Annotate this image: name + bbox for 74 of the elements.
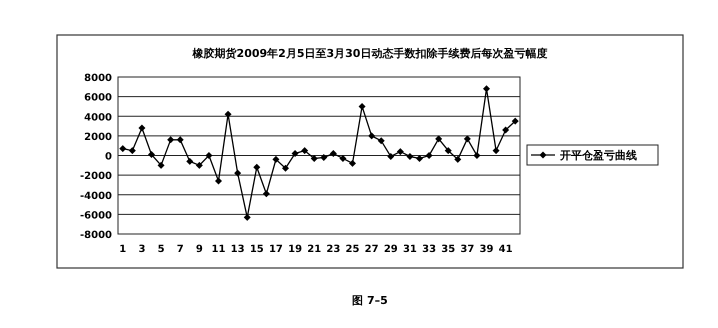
- x-tick-label: 39: [480, 244, 494, 255]
- point: [464, 135, 471, 142]
- point: [512, 118, 519, 125]
- y-tick-label: 8000: [84, 73, 112, 84]
- point: [444, 147, 452, 154]
- point: [167, 136, 174, 144]
- x-tick-label: 9: [196, 244, 203, 255]
- x-tick-label: 3: [138, 244, 146, 255]
- point: [158, 162, 165, 169]
- point: [176, 136, 184, 144]
- point: [435, 135, 442, 142]
- point: [224, 110, 232, 118]
- y-tick-label: -2000: [80, 171, 112, 182]
- point: [483, 85, 490, 92]
- point: [406, 152, 414, 160]
- caption: 图 7–5: [352, 294, 388, 307]
- point: [339, 154, 346, 162]
- point: [368, 132, 376, 140]
- x-tick-label: 19: [288, 244, 302, 255]
- point: [310, 154, 318, 162]
- point: [119, 145, 126, 152]
- x-tick-label: 31: [402, 244, 417, 255]
- point: [292, 150, 299, 158]
- point: [253, 164, 260, 171]
- y-tick-label: -4000: [80, 190, 112, 202]
- x-tick-label: 17: [268, 244, 283, 255]
- point: [387, 152, 394, 160]
- point: [205, 152, 212, 159]
- point: [186, 158, 194, 165]
- point: [396, 148, 404, 156]
- point: [416, 154, 423, 162]
- point: [215, 178, 222, 185]
- point: [330, 150, 337, 158]
- point: [378, 137, 385, 144]
- x-tick-label: 15: [250, 244, 264, 255]
- y-tick-label: 0: [105, 152, 112, 162]
- x-tick-label: 11: [212, 244, 226, 255]
- point: [492, 147, 500, 154]
- legend-label: 开平仓盈亏曲线: [559, 149, 637, 162]
- y-tick-label: 4000: [84, 112, 112, 124]
- point: [301, 147, 308, 154]
- point: [262, 190, 270, 198]
- y-tick-label: -8000: [80, 230, 112, 241]
- chart-title: 橡胶期货2009年2月5日至3月30日动态手数扣除手续费后每次盈亏幅度: [192, 47, 548, 60]
- point: [148, 151, 155, 158]
- point: [502, 126, 510, 134]
- x-tick-label: 33: [422, 244, 436, 255]
- point: [320, 154, 328, 161]
- x-tick-label: 23: [326, 244, 340, 255]
- x-tick-label: 13: [230, 244, 245, 255]
- point: [426, 152, 433, 159]
- point: [349, 160, 356, 167]
- point: [473, 152, 480, 159]
- y-tick-label: 2000: [84, 132, 112, 143]
- x-tick-label: 27: [364, 244, 379, 255]
- x-tick-label: 21: [307, 244, 322, 255]
- point: [128, 147, 136, 154]
- x-tick-label: 5: [158, 244, 165, 255]
- x-tick-label: 1: [119, 244, 126, 255]
- point: [454, 156, 462, 163]
- x-tick-label: 29: [384, 244, 398, 255]
- point: [138, 124, 146, 132]
- x-tick-label: 37: [460, 244, 474, 255]
- point: [358, 102, 366, 110]
- point: [196, 162, 203, 169]
- y-tick-label: 6000: [84, 92, 112, 104]
- x-tick-label: 25: [346, 244, 360, 255]
- x-tick-label: 7: [176, 244, 184, 255]
- point: [234, 170, 242, 177]
- point: [282, 164, 289, 172]
- y-tick-label: -6000: [80, 210, 112, 222]
- point: [272, 156, 280, 163]
- x-tick-label: 35: [441, 244, 456, 255]
- x-tick-label: 41: [498, 244, 513, 255]
